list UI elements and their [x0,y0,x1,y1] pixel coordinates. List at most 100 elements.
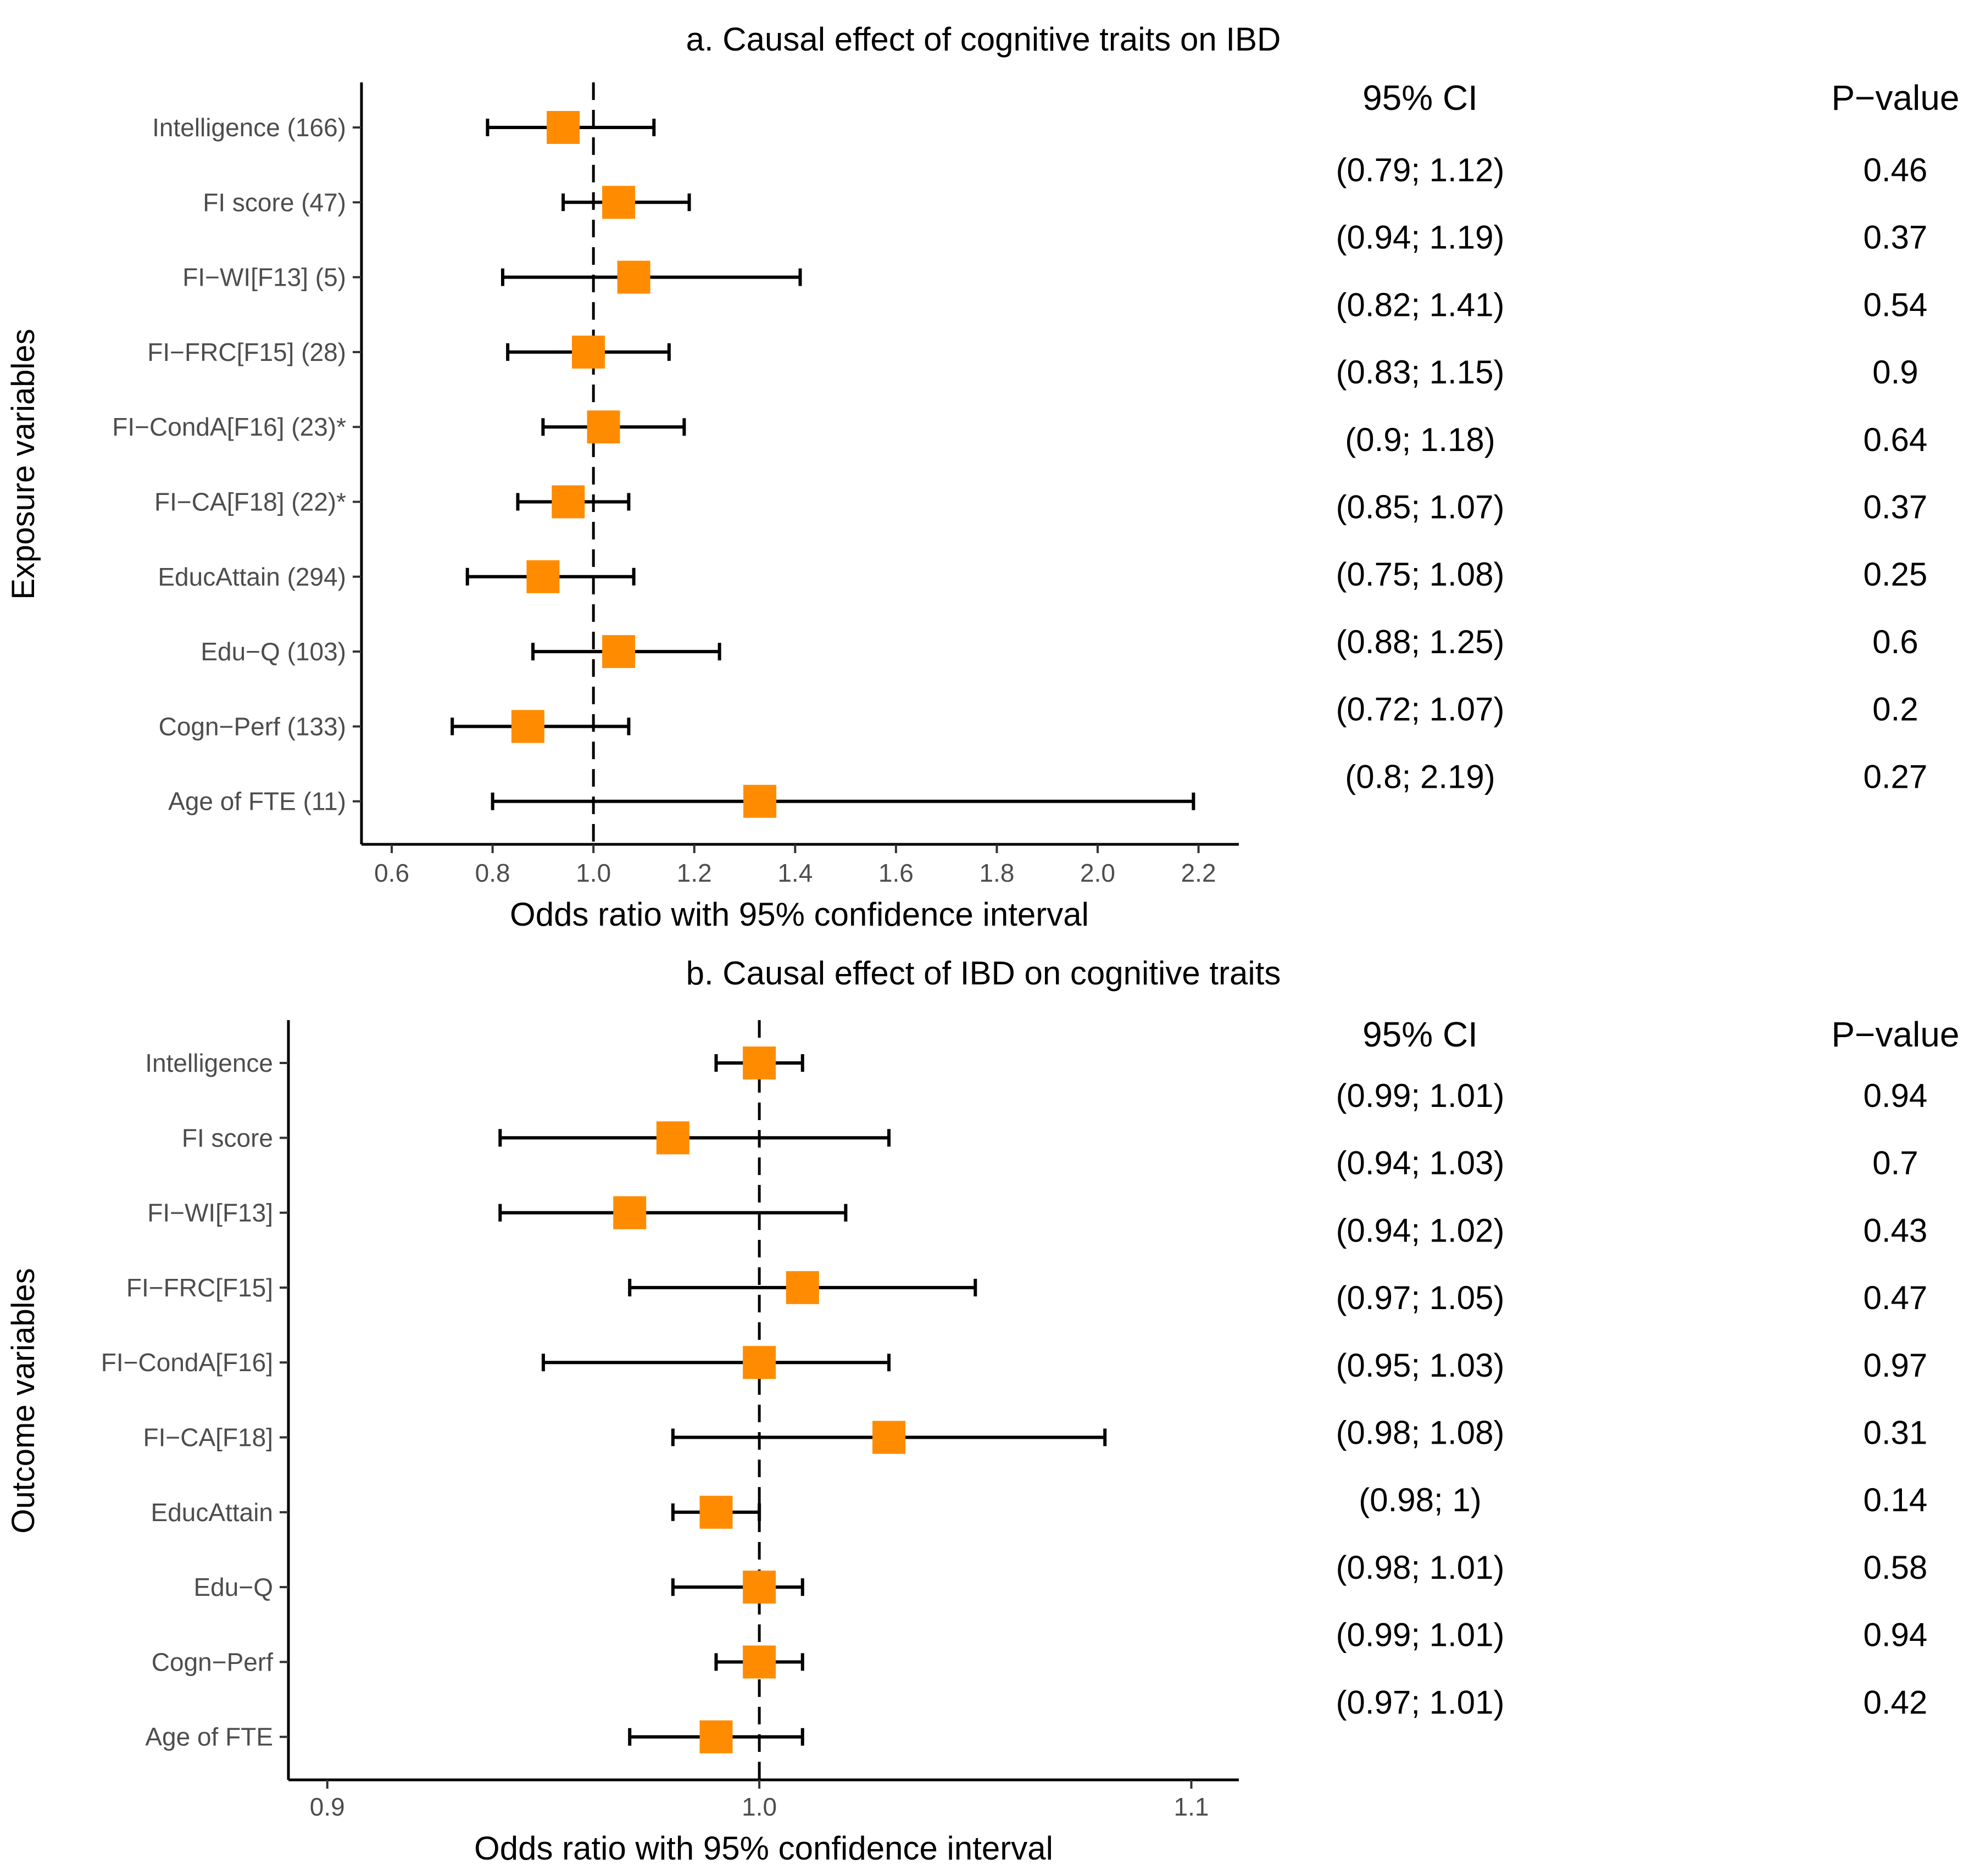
p-value: 0.46 [1863,152,1928,188]
p-value: 0.42 [1863,1684,1928,1721]
x-tick-label: 1.6 [878,859,914,887]
estimate-marker [526,560,560,593]
y-axis-label: Exposure variables [5,329,41,599]
ci-column-header: 95% CI [1362,78,1478,118]
x-tick-label: 0.6 [374,859,409,887]
row-label: Cogn−Perf [152,1647,273,1676]
ci-value: (0.97; 1.05) [1336,1279,1505,1316]
ci-value: (0.94; 1.02) [1336,1212,1505,1249]
row-label: FI−WI[F13] [147,1199,273,1227]
x-tick-label: 0.8 [475,859,510,887]
row-label: FI−CondA[F16] [101,1348,273,1377]
estimate-marker [602,635,636,669]
row-label: Intelligence [145,1049,273,1077]
estimate-marker [552,485,585,519]
p-value: 0.94 [1863,1617,1928,1654]
row-label: FI−FRC[F15] (28) [147,338,346,366]
panel-b-causal-ibd-on-cognitive: b. Causal effect of IBD on cognitive tra… [5,955,1960,1867]
row-label: FI−CA[F18] [143,1423,273,1452]
x-tick-label: 0.9 [310,1793,345,1821]
p-value: 0.64 [1863,421,1928,458]
row-label: Age of FTE (11) [168,787,346,816]
x-tick-label: 2.0 [1080,859,1115,887]
row-label: Edu−Q [194,1573,274,1601]
p-value: 0.14 [1863,1482,1928,1518]
ci-value: (0.9; 1.18) [1345,421,1495,458]
estimate-marker [511,710,544,743]
p-value: 0.97 [1863,1347,1928,1384]
p-value: 0.37 [1863,219,1928,256]
p-value: 0.43 [1863,1212,1928,1249]
estimate-marker [743,1645,776,1679]
ci-value: (0.99; 1.01) [1336,1617,1505,1654]
x-tick-label: 1.2 [677,859,712,887]
ci-value: (0.82; 1.41) [1336,286,1505,323]
row-label: Intelligence (166) [152,113,346,142]
estimate-marker [743,784,777,818]
ci-value: (0.98; 1.08) [1336,1415,1505,1451]
p-value: 0.2 [1872,691,1918,728]
ci-value: (0.95; 1.03) [1336,1347,1505,1384]
p-value: 0.54 [1863,286,1928,323]
row-label: FI score (47) [203,188,346,216]
y-axis-label: Outcome variables [5,1268,41,1534]
row-label: FI−CondA[F16] (23)* [112,413,346,441]
p-value: 0.6 [1872,624,1918,660]
row-label: EducAttain (294) [158,563,346,591]
ci-value: (0.97; 1.01) [1336,1684,1505,1721]
ci-value: (0.88; 1.25) [1336,624,1505,660]
row-label: Age of FTE [145,1723,273,1751]
p-value: 0.37 [1863,489,1928,526]
estimate-marker [617,260,650,294]
p-value: 0.27 [1863,758,1928,795]
ci-value: (0.94; 1.03) [1336,1145,1505,1182]
estimate-marker [743,1571,776,1604]
row-label: FI score [182,1123,273,1152]
estimate-marker [699,1720,733,1753]
ci-value: (0.72; 1.07) [1336,691,1505,728]
ci-value: (0.75; 1.08) [1336,556,1505,593]
ci-value: (0.8; 2.19) [1345,758,1495,795]
p-value-column-header: P−value [1831,78,1959,118]
ci-value: (0.99; 1.01) [1336,1077,1505,1114]
p-value: 0.58 [1863,1549,1928,1586]
estimate-marker [587,410,620,444]
estimate-marker [743,1046,776,1079]
ci-value: (0.94; 1.19) [1336,219,1505,256]
p-value: 0.9 [1872,354,1918,391]
row-label: FI−WI[F13] (5) [182,263,346,292]
p-value-column-header: P−value [1831,1015,1959,1054]
x-tick-label: 1.1 [1174,1793,1209,1821]
estimate-marker [602,186,636,219]
estimate-marker [613,1196,647,1229]
x-tick-label: 2.2 [1181,859,1216,887]
chart-title: a. Causal effect of cognitive traits on … [686,21,1281,58]
ci-value: (0.85; 1.07) [1336,489,1505,526]
estimate-marker [786,1271,819,1304]
row-label: FI−FRC[F15] [126,1273,273,1302]
ci-value: (0.98; 1.01) [1336,1549,1505,1586]
p-value: 0.25 [1863,556,1928,593]
ci-value: (0.83; 1.15) [1336,354,1505,391]
ci-value: (0.79; 1.12) [1336,152,1505,188]
row-label: Cogn−Perf (133) [159,712,346,741]
ci-column-header: 95% CI [1362,1015,1478,1054]
row-label: EducAttain [151,1498,273,1527]
x-tick-label: 1.4 [777,859,813,887]
estimate-marker [872,1421,906,1454]
p-value: 0.94 [1863,1077,1928,1114]
x-tick-label: 1.0 [742,1793,777,1821]
row-label: Edu−Q (103) [201,637,346,666]
estimate-marker [743,1346,776,1379]
p-value: 0.7 [1872,1145,1918,1182]
row-label: FI−CA[F18] (22)* [154,488,346,516]
ci-value: (0.98; 1) [1359,1482,1481,1518]
estimate-marker [699,1495,733,1529]
x-axis-label: Odds ratio with 95% confidence interval [510,896,1089,933]
x-tick-label: 1.0 [576,859,611,887]
estimate-marker [656,1121,689,1155]
estimate-marker [547,111,580,144]
estimate-marker [572,335,605,369]
